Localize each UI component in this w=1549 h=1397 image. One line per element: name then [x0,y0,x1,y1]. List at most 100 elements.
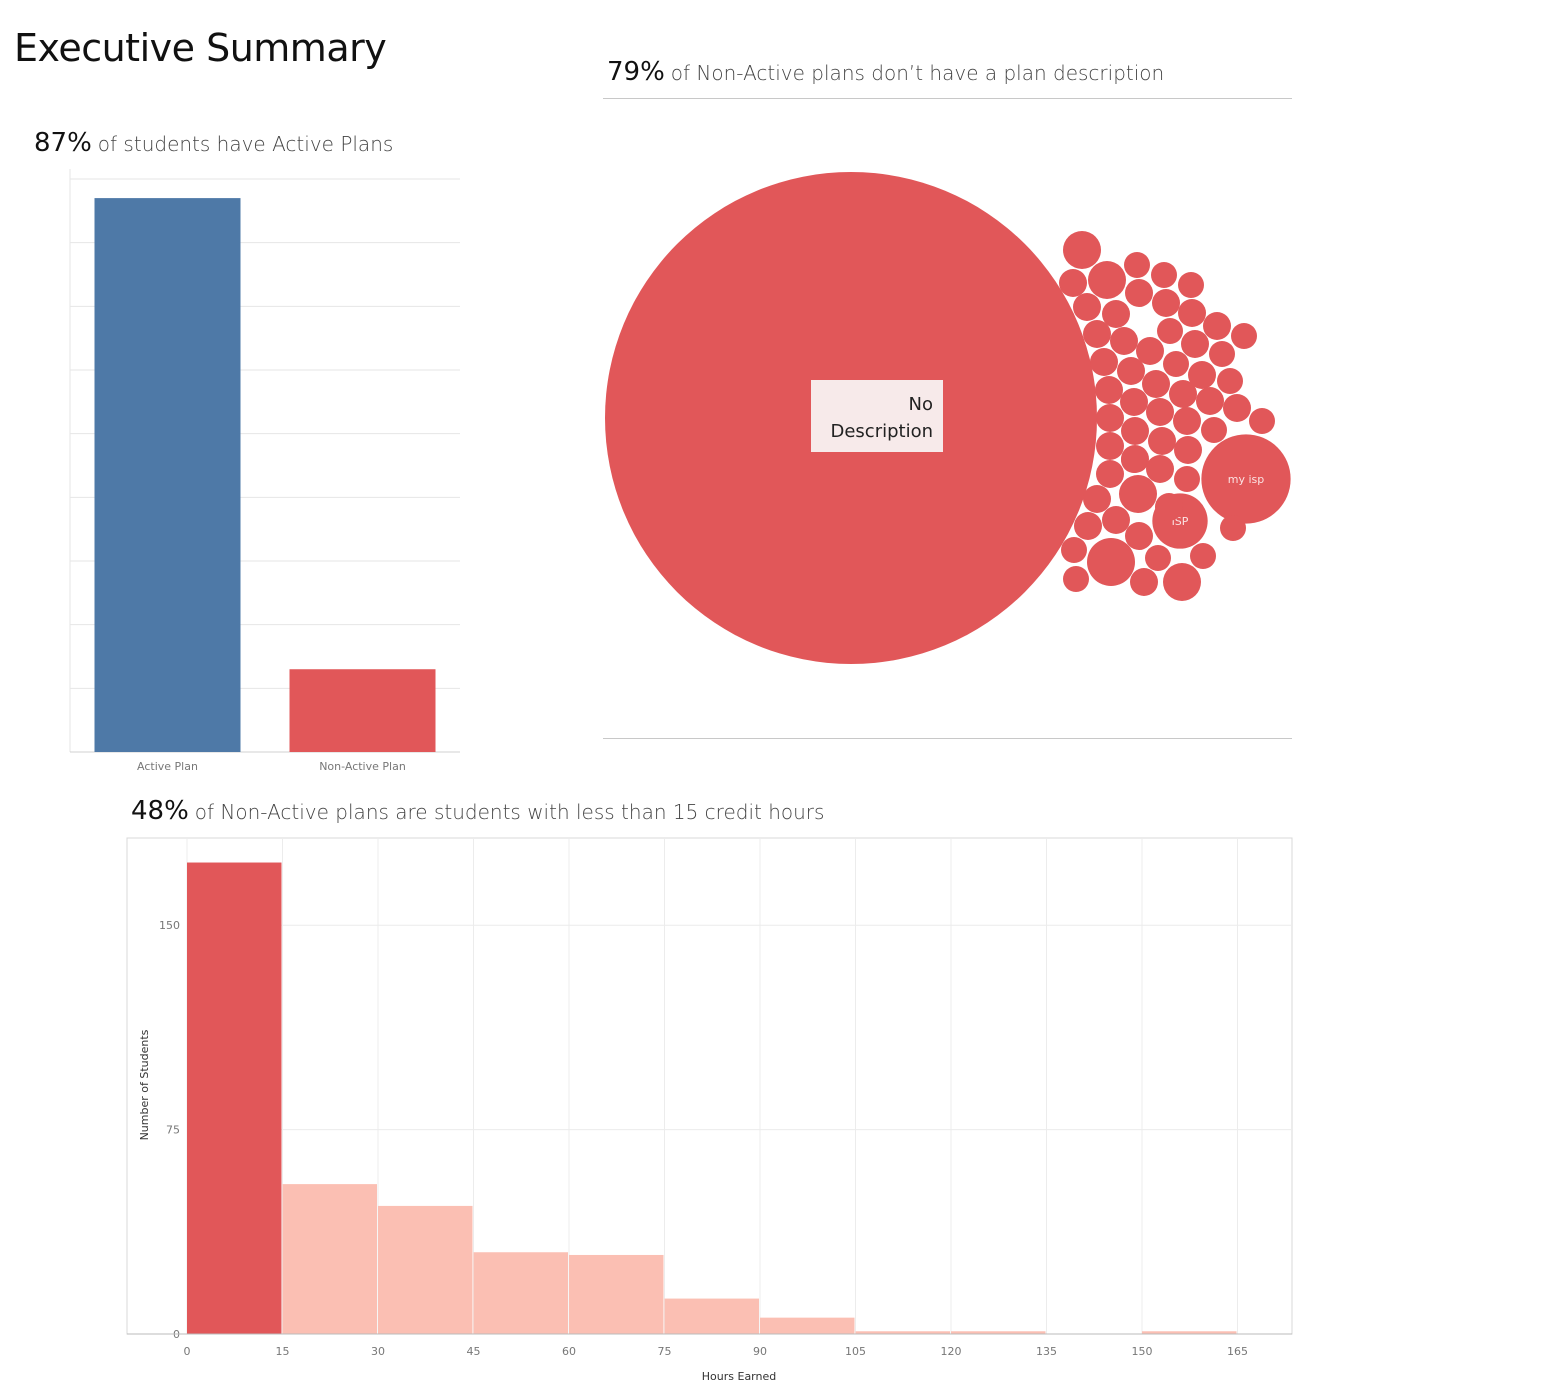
plan-description-bubble [1196,387,1224,415]
x-tick-label: 120 [941,1345,962,1358]
bar-non-active-plan [289,669,436,752]
plan-description-bubble [1120,388,1148,416]
y-axis-title: Number of Students [138,1029,151,1140]
plan-description-bubble [1096,460,1124,488]
plan-description-bubble [1074,512,1102,540]
plan-description-bubble [1096,404,1124,432]
plan-description-bubble [1083,485,1111,513]
plan-description-bubble [1174,436,1202,464]
plan-description-bubble [1124,252,1150,278]
plan-description-bubble [1130,568,1158,596]
plan-description-bubble [1190,543,1216,569]
x-tick-label: 75 [658,1345,672,1358]
plan-description-bubble [1083,320,1111,348]
histogram-bar [187,862,282,1334]
x-tick-label: 30 [371,1345,385,1358]
plan-description-bubble [1209,341,1235,367]
plan-description-bubble [1145,545,1171,571]
plan-description-bubble [1096,432,1124,460]
x-tick-label: Active Plan [137,760,198,773]
credit-hours-kpi: 48% of Non-Active plans are students with… [131,796,824,826]
plan-description-bubble [1169,380,1197,408]
bubble-bottom-divider [603,738,1292,739]
plan-description-bubble [1136,337,1164,365]
plan-description-bubble [1061,537,1087,563]
y-tick-label: 150 [159,919,180,932]
histogram-bar [664,1298,759,1334]
credit-hours-text: of Non-Active plans are students with le… [194,800,825,824]
plan-description-bubble [1125,522,1153,550]
my-isp-bubble-label: my isp [1228,473,1265,486]
active-plan-bar-chart: Active Plan Non-Active Plan [69,169,460,773]
histogram-bar [569,1254,664,1334]
x-tick-label: 165 [1227,1345,1248,1358]
plan-description-bubble [1095,376,1123,404]
x-tick-label: Non-Active Plan [319,760,406,773]
no-description-kpi: 79% of Non-Active plans don’t have a plan… [607,57,1164,87]
histogram-bar [282,1184,377,1334]
plan-description-bubble [1119,475,1157,513]
plan-description-bubble [1110,327,1138,355]
plan-description-bubble [1217,368,1243,394]
plan-description-bubble [1146,455,1174,483]
credit-hours-pct: 48% [131,796,189,826]
plan-description-bubble [1121,417,1149,445]
active-plans-kpi: 87% of students have Active Plans [34,128,393,158]
plan-description-bubble [1249,408,1275,434]
my-isp-bubble [1201,434,1291,524]
page-title: Executive Summary [14,26,387,70]
histogram-bar [378,1205,473,1334]
plan-description-bubble [1146,398,1174,426]
plan-description-bubble [1125,279,1153,307]
x-tick-label: 60 [562,1345,576,1358]
plan-description-bubble [1178,272,1204,298]
plan-description-bubble [1181,330,1209,358]
plan-description-bubble [1155,493,1183,521]
plan-description-bubble [1073,293,1101,321]
plan-description-bubble [1148,427,1176,455]
plan-description-bubble [1087,538,1135,586]
x-tick-label: 105 [845,1345,866,1358]
plan-description-bubble [1174,466,1200,492]
plan-description-bubble [1163,563,1201,601]
plan-description-bubble [1121,447,1147,473]
histogram-bar [1142,1331,1237,1334]
plan-description-bubble [1059,269,1087,297]
histogram-bar [760,1317,855,1334]
plan-description-bubble [1223,394,1251,422]
plan-description-bubble [1102,506,1130,534]
no-description-label-box [811,380,943,452]
plan-description-bubble [1157,318,1183,344]
no-description-text: of Non-Active plans don’t have a plan de… [670,61,1165,85]
plan-description-bubble [1063,566,1089,592]
active-plans-text: of students have Active Plans [97,132,394,156]
plan-description-bubble [1063,231,1101,269]
plan-description-bubble [1188,361,1216,389]
plan-description-bubble [1220,515,1246,541]
histogram-bar [951,1331,1046,1334]
no-description-label: Description [830,421,933,442]
plan-description-bubble [1117,357,1145,385]
plan-description-bubble [1088,261,1126,299]
plan-description-bubble [1142,370,1170,398]
bar-active-plan [94,198,241,753]
x-axis-title: Hours Earned [702,1370,776,1383]
bubble-top-divider [603,98,1292,99]
plan-description-bubble [1173,407,1201,435]
plan-description-bubble [1201,417,1227,443]
x-tick-label: 135 [1036,1345,1057,1358]
x-tick-label: 150 [1132,1345,1153,1358]
x-tick-label: 0 [184,1345,191,1358]
no-description-label: No [909,394,933,415]
plan-description-bubble [1163,351,1189,377]
plan-description-bubble [1090,348,1118,376]
plan-description-bubble [1178,299,1206,327]
plan-description-bubble [1152,289,1180,317]
plan-description-bubble [1231,323,1257,349]
y-tick-label: 75 [166,1124,180,1137]
x-tick-label: 15 [276,1345,290,1358]
x-tick-label: 90 [753,1345,767,1358]
active-plans-pct: 87% [34,128,92,158]
plan-description-bubble [1203,312,1231,340]
